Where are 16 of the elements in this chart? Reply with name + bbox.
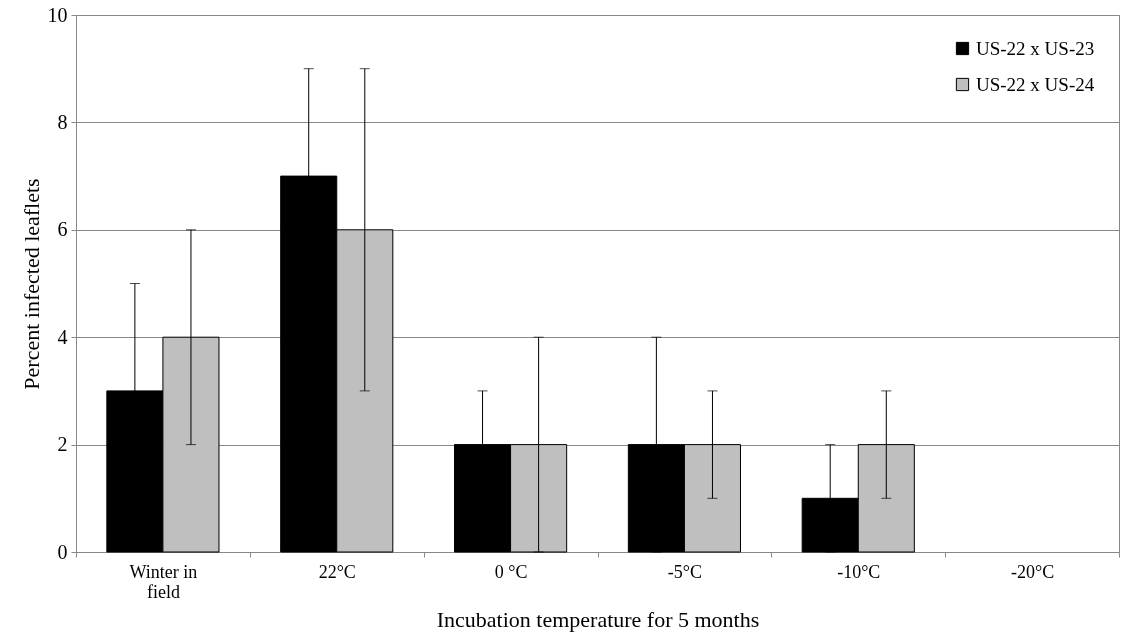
x-tick-label: Winter in field [129, 561, 198, 602]
y-tick-label: 2 [57, 433, 68, 456]
x-tick-label: -5°C [667, 561, 703, 582]
y-tick-label: 6 [57, 218, 68, 241]
x-tick-label: -20°C [1010, 561, 1055, 582]
y-tick-label: 10 [47, 3, 68, 26]
y-axis-title: Percent infected leaflets [18, 178, 44, 390]
y-tick-label: 0 [57, 540, 68, 563]
legend-label: US-22 x US-24 [976, 73, 1095, 95]
x-axis-title: Incubation temperature for 5 months [436, 606, 760, 632]
y-tick-label: 8 [57, 110, 68, 133]
x-tick-label: 22°C [318, 561, 356, 582]
x-tick-label: -10°C [837, 561, 881, 582]
x-tick-label: 0 °C [494, 561, 528, 582]
y-tick-label: 4 [57, 325, 68, 348]
legend-label: US-22 x US-23 [976, 37, 1095, 59]
